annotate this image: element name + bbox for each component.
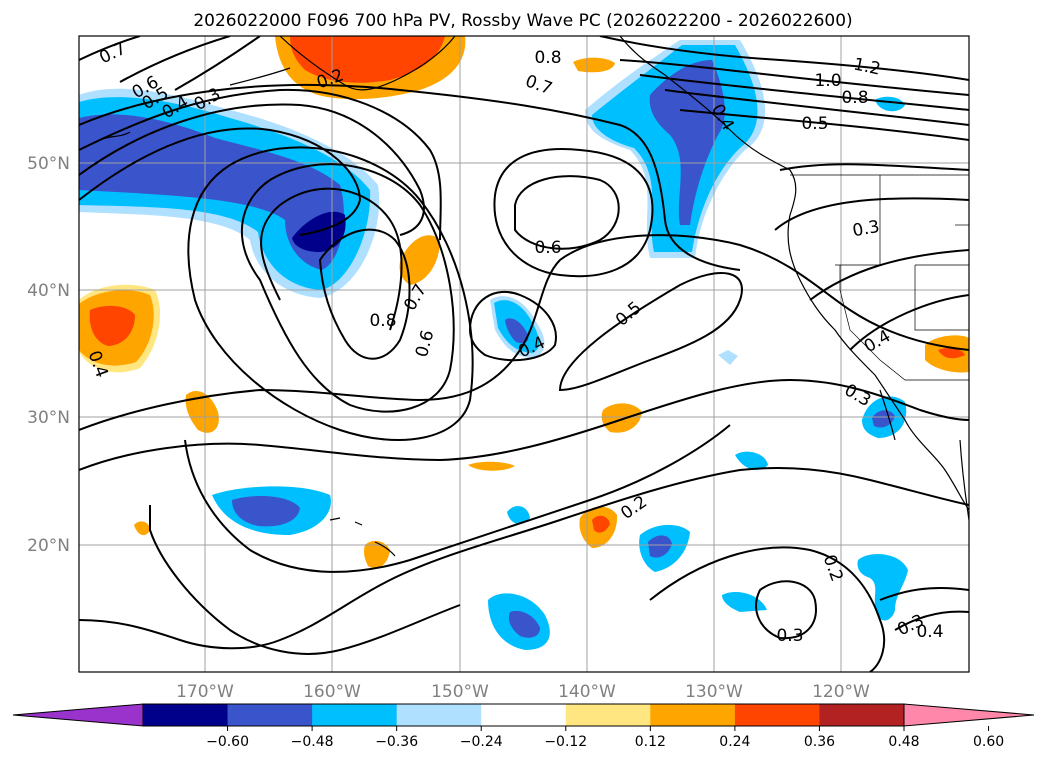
pv-shading	[79, 36, 969, 650]
neg-area-hawaii-north-core	[232, 496, 300, 527]
pos-area-small-6	[364, 540, 390, 569]
pos-area-west-core	[89, 305, 135, 346]
lon-label: 150°W	[431, 682, 489, 702]
colorbar-tick-label: −0.24	[460, 734, 503, 750]
neg-area-mexico	[857, 554, 908, 621]
colorbar-tick-label: −0.48	[291, 734, 334, 750]
pos-area-small-4	[573, 57, 615, 73]
neg-area-south-core	[508, 610, 540, 638]
neg-area-bc-coast-core	[649, 60, 725, 225]
colorbar-tick-label: 0.48	[888, 734, 919, 750]
pos-area-alaska-core	[290, 36, 445, 83]
colorbar-segment	[396, 704, 482, 726]
neg-area-small-1	[735, 451, 768, 470]
contour-label: 0.8	[534, 48, 561, 68]
lat-label: 50°N	[27, 154, 70, 174]
colorbar-frame	[142, 703, 905, 727]
colorbar-tick-label: 0.36	[804, 734, 835, 750]
pos-area-small-1	[185, 391, 219, 433]
colorbar-tick-label: −0.60	[206, 734, 249, 750]
map-frame	[78, 35, 970, 673]
graticule	[79, 36, 969, 672]
colorbar-extend-max	[903, 703, 1035, 727]
colorbar-tick-label: 0.24	[719, 734, 750, 750]
contour-label: 1.0	[814, 71, 841, 91]
neg-area-gulf-alaska-core	[79, 114, 344, 270]
colorbar-tick-label: −0.12	[544, 734, 587, 750]
colorbar-segment	[734, 704, 820, 726]
lat-label: 30°N	[27, 408, 70, 428]
lon-label: 130°W	[685, 682, 743, 702]
map-panel: 0.7 0.6 0.5 0.4 0.3 0.2 0.8 0.7 1.2 1.0 …	[79, 36, 969, 672]
contour-label: 0.4	[916, 622, 943, 642]
contour-label: 0.6	[534, 238, 561, 258]
neg-area-baja-core	[872, 410, 895, 428]
lat-label: 40°N	[27, 281, 70, 301]
contour-label: 0.8	[369, 311, 396, 331]
pos-area-small-3-core	[592, 515, 610, 533]
pos-area-small-7	[134, 521, 150, 536]
lon-label: 160°W	[303, 682, 361, 702]
coastlines	[99, 36, 969, 557]
neg-area-small-2	[507, 506, 530, 524]
lon-label: 140°W	[558, 682, 616, 702]
colorbar-segment	[312, 704, 398, 726]
contour-label: 0.5	[801, 114, 828, 134]
colorbar-tick-label: 0.12	[635, 734, 666, 750]
pos-area-north-center	[399, 235, 440, 285]
colorbar-segment	[565, 704, 651, 726]
lon-label: 120°W	[812, 682, 870, 702]
colorbar: −0.60 −0.48 −0.36 −0.24 −0.12 0.12 0.24 0.36 0.4…	[12, 703, 1035, 750]
colorbar-segment	[650, 704, 736, 726]
contour-label: 0.3	[851, 217, 881, 241]
neg-area-southeast-core	[648, 535, 672, 558]
colorbar-segment	[143, 704, 229, 726]
contour-label: 0.3	[776, 626, 803, 646]
latitude-labels: 50°N 40°N 30°N 20°N	[27, 154, 70, 556]
pos-area-east-core	[938, 347, 965, 359]
neg-area-tiny-ca	[718, 350, 738, 365]
colorbar-tick-label: 0.60	[973, 734, 1004, 750]
colorbar-segment	[819, 704, 905, 726]
colorbar-tick-label: −0.36	[375, 734, 418, 750]
pv-contours	[79, 36, 969, 672]
contour-label: 0.8	[841, 88, 868, 108]
longitude-labels: 170°W 160°W 150°W 140°W 130°W 120°W	[176, 682, 870, 702]
neg-area-central-core	[505, 318, 529, 344]
pos-area-small-5	[468, 461, 515, 471]
pos-area-small-2	[601, 403, 642, 433]
lat-label: 20°N	[27, 536, 70, 556]
colorbar-extend-min	[12, 703, 144, 727]
colorbar-segment	[481, 704, 567, 726]
colorbar-segment	[227, 704, 313, 726]
figure-title: 2026022000 F096 700 hPa PV, Rossby Wave …	[193, 11, 852, 31]
lon-label: 170°W	[176, 682, 234, 702]
